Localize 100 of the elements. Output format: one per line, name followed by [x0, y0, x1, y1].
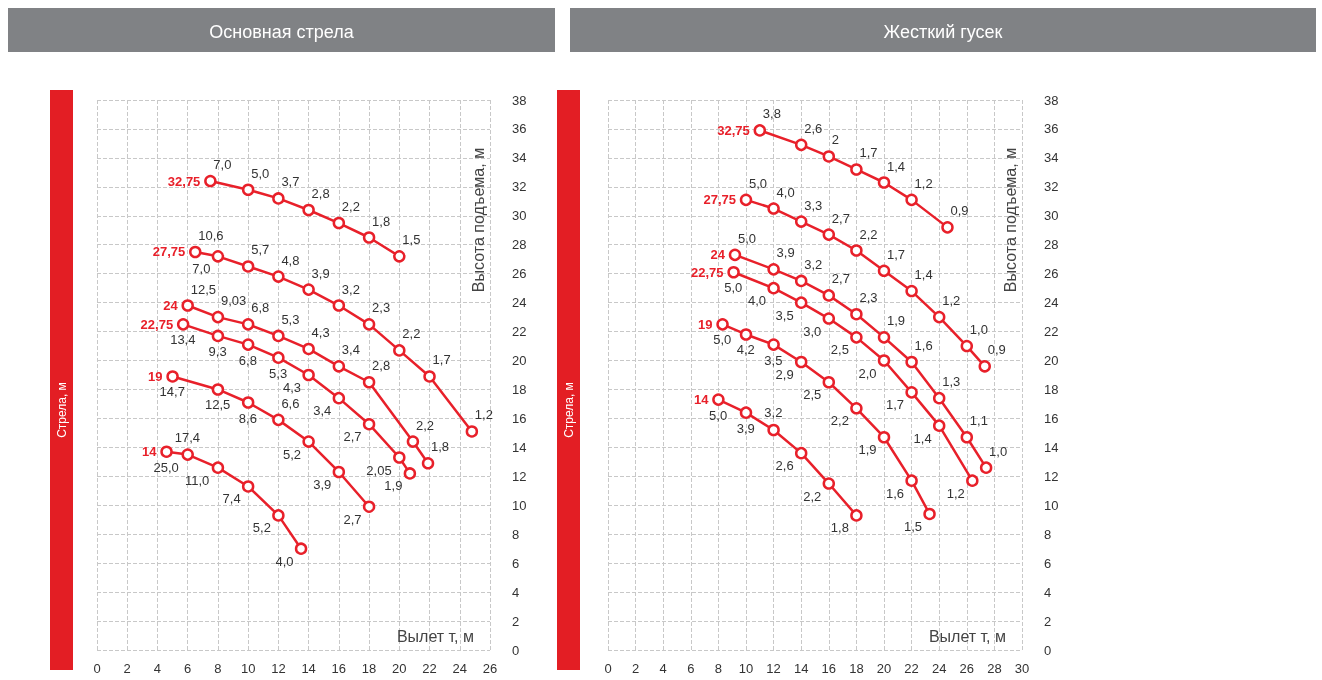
x-tick-label: 8	[714, 661, 723, 676]
y-tick-label: 30	[512, 208, 527, 224]
point	[753, 124, 767, 137]
x-tick-label: 12	[766, 661, 781, 676]
annotation: 5,2	[283, 446, 302, 462]
annotation: 3,3	[804, 197, 823, 213]
point	[302, 435, 315, 448]
x-axis-title: Вылет т, м	[928, 627, 1006, 645]
point	[465, 425, 479, 438]
point	[794, 355, 808, 369]
y-tick-label: 32	[512, 179, 527, 195]
x-tick-label: 16	[331, 661, 347, 676]
point	[794, 215, 808, 228]
annotation: 4,0	[748, 293, 767, 309]
y-tick-label: 16	[1044, 410, 1059, 426]
point	[877, 430, 891, 444]
annotation: 5,0	[749, 175, 768, 191]
x-tick-label: 0	[93, 661, 101, 676]
annotation: 1,0	[989, 443, 1008, 459]
y-axis-title: Высота подъема, м	[1001, 147, 1019, 293]
annotation: 1,4	[913, 430, 932, 446]
annotation: 1,8	[372, 213, 391, 229]
point	[204, 174, 217, 188]
point	[767, 202, 780, 215]
point	[272, 192, 285, 205]
chart-title: Жесткий гусек	[883, 22, 1003, 42]
point	[767, 263, 780, 276]
point	[794, 274, 808, 288]
x-axis-title: Вылет т, м	[396, 627, 474, 645]
point	[362, 231, 376, 244]
x-tick-label: 14	[793, 661, 809, 676]
annotation: 5,0	[251, 165, 270, 181]
annotation: 5,3	[281, 311, 300, 327]
annotation: 3,4	[313, 403, 332, 419]
legend-title: Стрела, м	[54, 382, 69, 438]
annotation: 6,6	[281, 395, 300, 411]
point	[332, 216, 346, 230]
x-tick-label: 20	[392, 661, 407, 676]
y-tick-label: 24	[512, 295, 527, 311]
annotation: 1,9	[384, 478, 403, 494]
point	[960, 339, 974, 353]
x-tick-label: 18	[849, 661, 864, 676]
point	[850, 307, 863, 321]
point	[272, 351, 285, 364]
annotation: 2,8	[311, 186, 330, 201]
point	[176, 318, 190, 331]
annotation: 1,8	[431, 439, 450, 455]
point	[794, 446, 808, 460]
annotation: 2,5	[803, 387, 822, 403]
annotation: 4,3	[283, 380, 302, 395]
x-tick-label: 28	[987, 661, 1002, 676]
annotation: 2,7	[831, 210, 850, 226]
annotation: 25,0	[153, 459, 179, 475]
annotation: 2,5	[830, 342, 849, 358]
y-tick-label: 32	[1044, 179, 1059, 195]
x-tick-label: 30	[1014, 661, 1030, 676]
y-tick-label: 28	[512, 237, 527, 253]
point	[979, 461, 993, 474]
point	[272, 270, 285, 283]
y-tick-label: 26	[512, 266, 527, 282]
series-label: 32,75	[717, 122, 750, 138]
x-tick-label: 24	[452, 661, 467, 676]
x-tick-label: 26	[482, 661, 498, 676]
point	[877, 354, 891, 367]
y-tick-label: 22	[512, 324, 527, 340]
annotation: 1,6	[914, 337, 933, 353]
point	[877, 264, 891, 278]
point	[211, 461, 225, 474]
annotation: 1,9	[887, 313, 906, 329]
annotation: 17,4	[174, 429, 200, 445]
annotation: 4,8	[281, 252, 300, 268]
x-tick-label: 6	[184, 661, 192, 676]
annotation: 1,9	[858, 442, 877, 458]
point	[850, 402, 863, 415]
y-tick-label: 28	[1044, 237, 1059, 253]
point	[160, 445, 173, 458]
annotation: 5,2	[252, 520, 271, 536]
series-label: 22,75	[691, 264, 724, 280]
y-tick-label: 14	[1044, 439, 1059, 455]
y-tick-label: 36	[512, 121, 527, 137]
annotation: 7,0	[192, 261, 211, 277]
annotation: 14,7	[159, 384, 185, 400]
annotation: 1,2	[946, 485, 965, 501]
annotation: 0,9	[987, 342, 1006, 358]
x-tick-label: 12	[271, 661, 286, 676]
y-tick-label: 36	[1044, 121, 1059, 137]
y-tick-label: 26	[1044, 266, 1059, 282]
point	[211, 250, 225, 263]
y-tick-label: 34	[512, 150, 527, 166]
series-label: 19	[148, 368, 163, 384]
x-tick-label: 8	[214, 661, 222, 676]
x-tick-label: 10	[738, 661, 754, 676]
y-tick-label: 38	[1044, 92, 1059, 108]
point	[941, 221, 954, 234]
annotation: 4,2	[736, 342, 755, 358]
annotation: 4,3	[311, 324, 330, 340]
y-tick-label: 18	[1044, 381, 1059, 397]
point	[794, 296, 808, 309]
y-axis-title: Высота подъема, м	[469, 147, 487, 293]
point	[923, 507, 936, 521]
